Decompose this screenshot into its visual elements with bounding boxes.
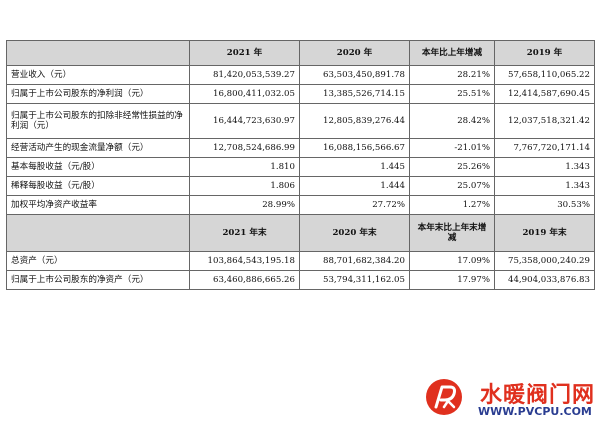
row-label: 基本每股收益（元/股）	[6, 157, 190, 177]
cell-change: 28.21%	[409, 65, 495, 85]
cell-2021: 81,420,053,539.27	[189, 65, 300, 85]
cell-change: -21.01%	[409, 138, 495, 158]
cell-2019: 1.343	[494, 157, 595, 177]
cell-2019: 75,358,000,240.29	[494, 251, 595, 271]
row-label: 经营活动产生的现金流量净额（元）	[6, 138, 190, 158]
cell-2020: 1.444	[299, 176, 410, 196]
header-change: 本年比上年增减	[409, 40, 495, 66]
subheader-row: 2021 年末 2020 年末 本年末比上年末增减 2019 年末	[6, 214, 595, 252]
table-row: 营业收入（元） 81,420,053,539.27 63,503,450,891…	[6, 65, 595, 85]
header-2021: 2021 年	[189, 40, 300, 66]
subheader-blank-cell	[6, 214, 190, 252]
cell-2020: 63,503,450,891.78	[299, 65, 410, 85]
row-label: 稀释每股收益（元/股）	[6, 176, 190, 196]
row-label: 归属于上市公司股东的扣除非经常性损益的净利润（元）	[6, 103, 190, 139]
table-row: 加权平均净资产收益率 28.99% 27.72% 1.27% 30.53%	[6, 195, 595, 215]
subheader-change: 本年末比上年末增减	[409, 214, 495, 252]
cell-2021: 1.810	[189, 157, 300, 177]
cell-2020: 1.445	[299, 157, 410, 177]
subheader-2020: 2020 年末	[299, 214, 410, 252]
cell-2021: 16,800,411,032.05	[189, 84, 300, 104]
row-label: 归属于上市公司股东的净资产（元）	[6, 270, 190, 290]
cell-2020: 53,794,311,162.05	[299, 270, 410, 290]
site-watermark: 水暖阀门网 WWW.PVCPU.COM	[420, 375, 600, 427]
cell-change: 17.97%	[409, 270, 495, 290]
table-row: 归属于上市公司股东的净利润（元） 16,800,411,032.05 13,38…	[6, 84, 595, 104]
cell-2021: 63,460,886,665.26	[189, 270, 300, 290]
row-label: 加权平均净资产收益率	[6, 195, 190, 215]
cell-2021: 103,864,543,195.18	[189, 251, 300, 271]
cell-change: 17.09%	[409, 251, 495, 271]
watermark-title: 水暖阀门网	[480, 383, 596, 408]
table-row: 归属于上市公司股东的扣除非经常性损益的净利润（元） 16,444,723,630…	[6, 103, 595, 139]
row-label: 总资产（元）	[6, 251, 190, 271]
table-row: 经营活动产生的现金流量净额（元） 12,708,524,686.99 16,08…	[6, 138, 595, 158]
header-2020: 2020 年	[299, 40, 410, 66]
cell-2019: 30.53%	[494, 195, 595, 215]
financial-summary-table: 2021 年 2020 年 本年比上年增减 2019 年 营业收入（元） 81,…	[6, 40, 595, 290]
cell-2021: 12,708,524,686.99	[189, 138, 300, 158]
cell-2019: 44,904,033,876.83	[494, 270, 595, 290]
cell-2019: 1.343	[494, 176, 595, 196]
cell-change: 28.42%	[409, 103, 495, 139]
cell-2021: 16,444,723,630.97	[189, 103, 300, 139]
watermark-url: WWW.PVCPU.COM	[478, 405, 592, 418]
table-row: 归属于上市公司股东的净资产（元） 63,460,886,665.26 53,79…	[6, 270, 595, 290]
cell-change: 25.07%	[409, 176, 495, 196]
cell-change: 1.27%	[409, 195, 495, 215]
table-row: 总资产（元） 103,864,543,195.18 88,701,682,384…	[6, 251, 595, 271]
header-2019: 2019 年	[494, 40, 595, 66]
cell-2020: 88,701,682,384.20	[299, 251, 410, 271]
row-label: 营业收入（元）	[6, 65, 190, 85]
subheader-2021: 2021 年末	[189, 214, 300, 252]
header-row: 2021 年 2020 年 本年比上年增减 2019 年	[6, 40, 595, 66]
cell-2020: 13,385,526,714.15	[299, 84, 410, 104]
cell-2019: 57,658,110,065.22	[494, 65, 595, 85]
financial-table-container: 2021 年 2020 年 本年比上年增减 2019 年 营业收入（元） 81,…	[6, 40, 595, 290]
table-row: 稀释每股收益（元/股） 1.806 1.444 25.07% 1.343	[6, 176, 595, 196]
cell-2019: 12,037,518,321.42	[494, 103, 595, 139]
pv-logo-icon	[426, 379, 462, 415]
subheader-2019: 2019 年末	[494, 214, 595, 252]
cell-2021: 1.806	[189, 176, 300, 196]
cell-2019: 7,767,720,171.14	[494, 138, 595, 158]
cell-2020: 12,805,839,276.44	[299, 103, 410, 139]
header-blank-cell	[6, 40, 190, 66]
cell-change: 25.51%	[409, 84, 495, 104]
cell-change: 25.26%	[409, 157, 495, 177]
cell-2021: 28.99%	[189, 195, 300, 215]
cell-2020: 27.72%	[299, 195, 410, 215]
cell-2020: 16,088,156,566.67	[299, 138, 410, 158]
cell-2019: 12,414,587,690.45	[494, 84, 595, 104]
table-row: 基本每股收益（元/股） 1.810 1.445 25.26% 1.343	[6, 157, 595, 177]
row-label: 归属于上市公司股东的净利润（元）	[6, 84, 190, 104]
